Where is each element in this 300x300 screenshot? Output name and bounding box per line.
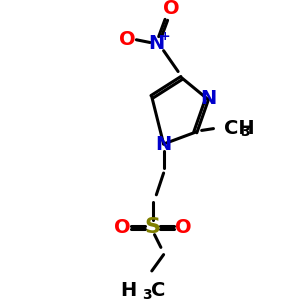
Text: 3: 3 (142, 287, 152, 300)
Text: C: C (151, 281, 165, 300)
Text: H: H (120, 281, 136, 300)
Text: O: O (114, 218, 130, 237)
Text: N: N (148, 34, 164, 53)
Text: O: O (119, 30, 136, 49)
Text: N: N (200, 89, 216, 108)
Text: 3: 3 (240, 125, 249, 139)
Text: +: + (159, 30, 170, 43)
Text: S: S (145, 218, 161, 237)
Text: CH: CH (224, 119, 255, 138)
Text: O: O (164, 0, 180, 19)
Text: N: N (155, 134, 172, 154)
Text: O: O (175, 218, 192, 237)
